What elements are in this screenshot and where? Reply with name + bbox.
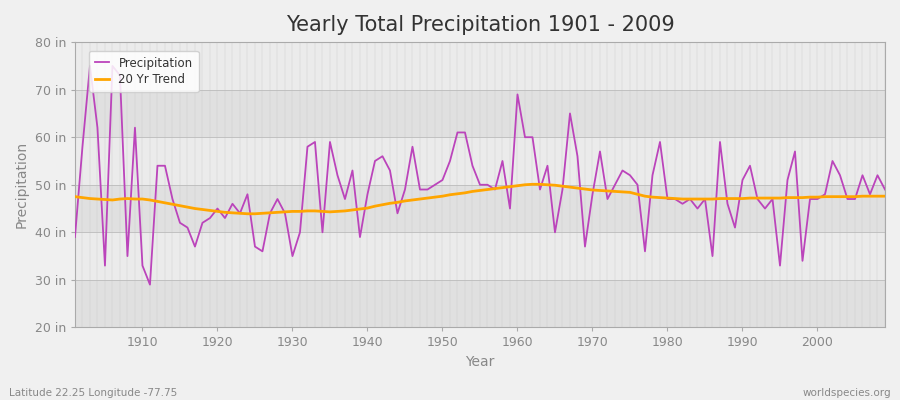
- 20 Yr Trend: [879, 194, 890, 198]
- Bar: [75, 90, 885, 137]
- 20 Yr Trend: [617, 190, 628, 194]
- Y-axis label: Precipitation: Precipitation: [15, 141, 29, 228]
- Precipitation: [310, 140, 320, 144]
- 20 Yr Trend: [69, 194, 80, 199]
- Precipitation: [879, 187, 890, 192]
- Precipitation: [527, 135, 538, 140]
- 20 Yr Trend: [242, 211, 253, 216]
- Bar: [75, 232, 885, 280]
- Precipitation: [137, 263, 148, 268]
- 20 Yr Trend: [130, 197, 140, 202]
- Text: Latitude 22.25 Longitude -77.75: Latitude 22.25 Longitude -77.75: [9, 388, 177, 398]
- Precipitation: [617, 168, 628, 173]
- 20 Yr Trend: [302, 208, 313, 213]
- Bar: [75, 185, 885, 232]
- 20 Yr Trend: [512, 183, 523, 188]
- Bar: [75, 42, 885, 90]
- 20 Yr Trend: [347, 208, 358, 212]
- 20 Yr Trend: [519, 182, 530, 187]
- Precipitation: [145, 282, 156, 287]
- Precipitation: [519, 135, 530, 140]
- Text: worldspecies.org: worldspecies.org: [803, 388, 891, 398]
- Title: Yearly Total Precipitation 1901 - 2009: Yearly Total Precipitation 1901 - 2009: [285, 15, 674, 35]
- Precipitation: [85, 64, 95, 68]
- Legend: Precipitation, 20 Yr Trend: Precipitation, 20 Yr Trend: [89, 51, 199, 92]
- Line: 20 Yr Trend: 20 Yr Trend: [75, 184, 885, 214]
- Precipitation: [69, 235, 80, 240]
- X-axis label: Year: Year: [465, 355, 495, 369]
- Line: Precipitation: Precipitation: [75, 66, 885, 285]
- 20 Yr Trend: [527, 182, 538, 187]
- Precipitation: [355, 235, 365, 240]
- Bar: [75, 137, 885, 185]
- Bar: [75, 280, 885, 328]
